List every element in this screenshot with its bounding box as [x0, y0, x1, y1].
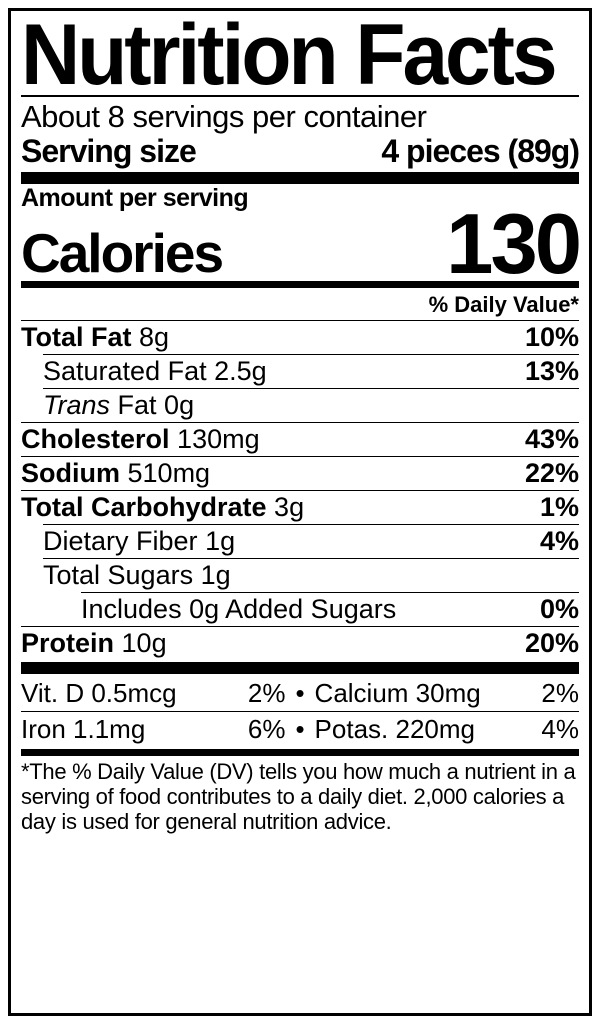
vitamin-grid: Iron 1.1mg 6% • Potas. 220mg 4% [21, 712, 579, 747]
fiber-amount: 1g [205, 526, 235, 556]
total-carb-dv: 1% [540, 492, 579, 523]
cholesterol-amount: 130mg [177, 424, 260, 454]
calories-label: Calories [21, 227, 222, 279]
row-total-sugars: Total Sugars 1g [43, 558, 579, 592]
sodium-dv: 22% [525, 458, 579, 489]
panel-title: Nutrition Facts [21, 17, 579, 94]
potassium-label: Potas. 220mg [315, 714, 475, 745]
cholesterol-dv: 43% [525, 424, 579, 455]
vit-d-label: Vit. D 0.5mcg [21, 678, 177, 709]
total-fat-name: Total Fat [21, 322, 132, 352]
protein-dv: 20% [525, 628, 579, 659]
row-added-sugars: Includes 0g Added Sugars 0% [81, 592, 579, 626]
potassium-dv: 4% [541, 714, 579, 745]
calories-row: Calories 130 [21, 211, 579, 279]
vitamin-grid: Vit. D 0.5mcg 2% • Calcium 30mg 2% [21, 676, 579, 711]
row-vit-d: Vit. D 0.5mcg 2% [21, 676, 285, 711]
bullet-icon: • [295, 714, 304, 745]
total-fat-amount: 8g [139, 322, 169, 352]
bullet-icon: • [295, 678, 304, 709]
sat-fat-dv: 13% [525, 356, 579, 387]
nutrition-facts-panel: Nutrition Facts About 8 servings per con… [8, 8, 592, 1016]
total-sugars-name: Total Sugars [43, 560, 193, 590]
row-total-fat: Total Fat 8g 10% [21, 320, 579, 354]
rule-thick [21, 172, 579, 184]
cholesterol-name: Cholesterol [21, 424, 170, 454]
rule-thick [21, 662, 579, 674]
fiber-name: Dietary Fiber [43, 526, 198, 556]
serving-size-row: Serving size 4 pieces (89g) [21, 135, 579, 171]
sat-fat-amount: 2.5g [214, 356, 267, 386]
trans-fat-amount: 0g [164, 390, 194, 420]
row-fiber: Dietary Fiber 1g 4% [43, 524, 579, 558]
total-carb-name: Total Carbohydrate [21, 492, 267, 522]
row-trans-fat: Trans Fat 0g [43, 388, 579, 422]
serving-size-label: Serving size [21, 135, 196, 169]
protein-amount: 10g [122, 628, 167, 658]
vit-d-dv: 2% [248, 678, 286, 709]
total-carb-amount: 3g [274, 492, 304, 522]
fiber-dv: 4% [540, 526, 579, 557]
trans-fat-rest: Fat [110, 390, 157, 420]
added-sugars-dv: 0% [540, 594, 579, 625]
rule-medium [21, 749, 579, 756]
row-cholesterol: Cholesterol 130mg 43% [21, 422, 579, 456]
row-sat-fat: Saturated Fat 2.5g 13% [43, 354, 579, 388]
calcium-label: Calcium 30mg [315, 678, 481, 709]
total-fat-dv: 10% [525, 322, 579, 353]
daily-value-header: % Daily Value* [21, 290, 579, 320]
total-sugars-amount: 1g [201, 560, 231, 590]
row-sodium: Sodium 510mg 22% [21, 456, 579, 490]
row-potassium: Potas. 220mg 4% [315, 712, 579, 747]
row-total-carb: Total Carbohydrate 3g 1% [21, 490, 579, 524]
footnote: *The % Daily Value (DV) tells you how mu… [21, 758, 579, 834]
trans-fat-prefix: Trans [43, 390, 110, 420]
added-sugars-text: Includes 0g Added Sugars [81, 594, 396, 625]
protein-name: Protein [21, 628, 114, 658]
sat-fat-name: Saturated Fat [43, 356, 207, 386]
iron-dv: 6% [248, 714, 286, 745]
calcium-dv: 2% [541, 678, 579, 709]
row-calcium: Calcium 30mg 2% [315, 676, 579, 711]
row-protein: Protein 10g 20% [21, 626, 579, 660]
sodium-amount: 510mg [128, 458, 211, 488]
serving-size-value: 4 pieces (89g) [381, 135, 579, 169]
iron-label: Iron 1.1mg [21, 714, 145, 745]
sodium-name: Sodium [21, 458, 120, 488]
calories-value: 130 [446, 211, 579, 279]
row-iron: Iron 1.1mg 6% [21, 712, 285, 747]
